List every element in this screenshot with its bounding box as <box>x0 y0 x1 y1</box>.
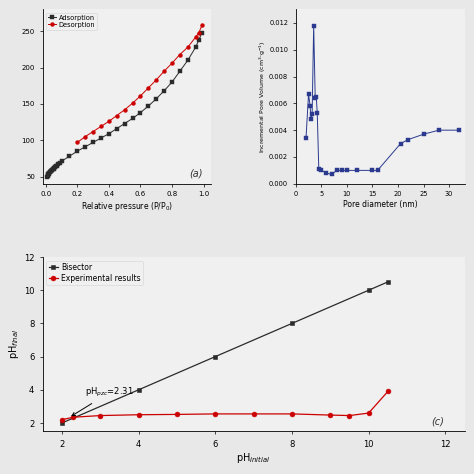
Desorption <box>82 134 88 139</box>
Adsorption <box>46 171 52 176</box>
Experimental results <box>136 412 141 418</box>
Desorption <box>196 30 201 36</box>
Text: pH$_{pzc}$=2.31: pH$_{pzc}$=2.31 <box>72 386 134 416</box>
Adsorption <box>52 165 57 171</box>
Desorption <box>130 100 136 106</box>
Adsorption <box>48 169 54 174</box>
Adsorption <box>154 96 159 101</box>
Adsorption <box>137 110 143 116</box>
Adsorption <box>55 161 61 167</box>
Desorption <box>90 128 96 134</box>
Experimental results <box>346 413 352 419</box>
Text: (c): (c) <box>431 416 444 427</box>
Adsorption <box>45 173 50 179</box>
Bisector <box>136 387 141 392</box>
Desorption <box>74 139 80 145</box>
Adsorption <box>46 170 52 176</box>
Adsorption <box>130 116 136 121</box>
Experimental results <box>328 412 333 418</box>
Adsorption <box>59 158 64 164</box>
Bisector <box>59 420 64 426</box>
Adsorption <box>196 37 201 43</box>
Desorption <box>98 124 104 129</box>
Desorption <box>169 60 175 66</box>
Bisector <box>289 320 295 326</box>
Adsorption <box>82 144 88 150</box>
Line: Experimental results: Experimental results <box>59 389 390 422</box>
Text: (a): (a) <box>190 169 203 179</box>
Adsorption <box>177 68 182 74</box>
Legend: Adsorption, Desorption: Adsorption, Desorption <box>46 13 97 30</box>
Desorption <box>114 113 119 118</box>
Experimental results <box>289 411 295 417</box>
Experimental results <box>97 413 103 419</box>
Adsorption <box>106 131 112 137</box>
Experimental results <box>385 389 391 394</box>
Desorption <box>185 45 191 50</box>
Adsorption <box>67 154 73 159</box>
Experimental results <box>59 417 64 422</box>
Adsorption <box>49 167 55 173</box>
Desorption <box>137 93 143 99</box>
Adsorption <box>146 103 151 109</box>
Bisector <box>385 279 391 285</box>
Experimental results <box>174 411 180 417</box>
Desorption <box>193 34 199 40</box>
Y-axis label: Incremental Pore Volume (cm$^3$$\cdot$g$^{-1}$): Incremental Pore Volume (cm$^3$$\cdot$g$… <box>257 40 268 153</box>
Line: Adsorption: Adsorption <box>46 31 203 178</box>
Adsorption <box>193 45 199 50</box>
Adsorption <box>57 160 63 165</box>
Adsorption <box>199 30 205 36</box>
Adsorption <box>74 148 80 154</box>
Experimental results <box>251 411 256 417</box>
Experimental results <box>71 414 76 420</box>
Adsorption <box>169 79 175 85</box>
Desorption <box>154 77 159 83</box>
Adsorption <box>114 126 119 131</box>
Adsorption <box>98 135 104 141</box>
Desorption <box>199 23 205 28</box>
X-axis label: Relative pressure (P/P$_0$): Relative pressure (P/P$_0$) <box>81 200 173 213</box>
X-axis label: pH$_{initial}$: pH$_{initial}$ <box>237 451 271 465</box>
X-axis label: Pore diameter (nm): Pore diameter (nm) <box>343 200 418 209</box>
Desorption <box>161 68 167 74</box>
Adsorption <box>185 57 191 63</box>
Experimental results <box>212 411 218 417</box>
Adsorption <box>161 88 167 94</box>
Line: Bisector: Bisector <box>59 280 390 426</box>
Adsorption <box>53 164 59 169</box>
Adsorption <box>122 121 128 127</box>
Adsorption <box>50 166 56 172</box>
Adsorption <box>51 166 56 172</box>
Adsorption <box>48 168 54 173</box>
Adsorption <box>45 173 51 179</box>
Desorption <box>106 118 112 124</box>
Line: Desorption: Desorption <box>75 24 204 145</box>
Experimental results <box>366 410 372 416</box>
Adsorption <box>45 172 51 178</box>
Y-axis label: pH$_{final}$: pH$_{final}$ <box>7 329 21 359</box>
Adsorption <box>90 139 96 145</box>
Adsorption <box>53 164 58 170</box>
Adsorption <box>46 172 51 177</box>
Desorption <box>146 85 151 91</box>
Adsorption <box>47 169 53 175</box>
Desorption <box>122 107 128 112</box>
Desorption <box>177 52 182 57</box>
Bisector <box>212 354 218 359</box>
Bisector <box>366 287 372 293</box>
Legend: Bisector, Experimental results: Bisector, Experimental results <box>46 261 143 285</box>
Adsorption <box>54 163 60 168</box>
